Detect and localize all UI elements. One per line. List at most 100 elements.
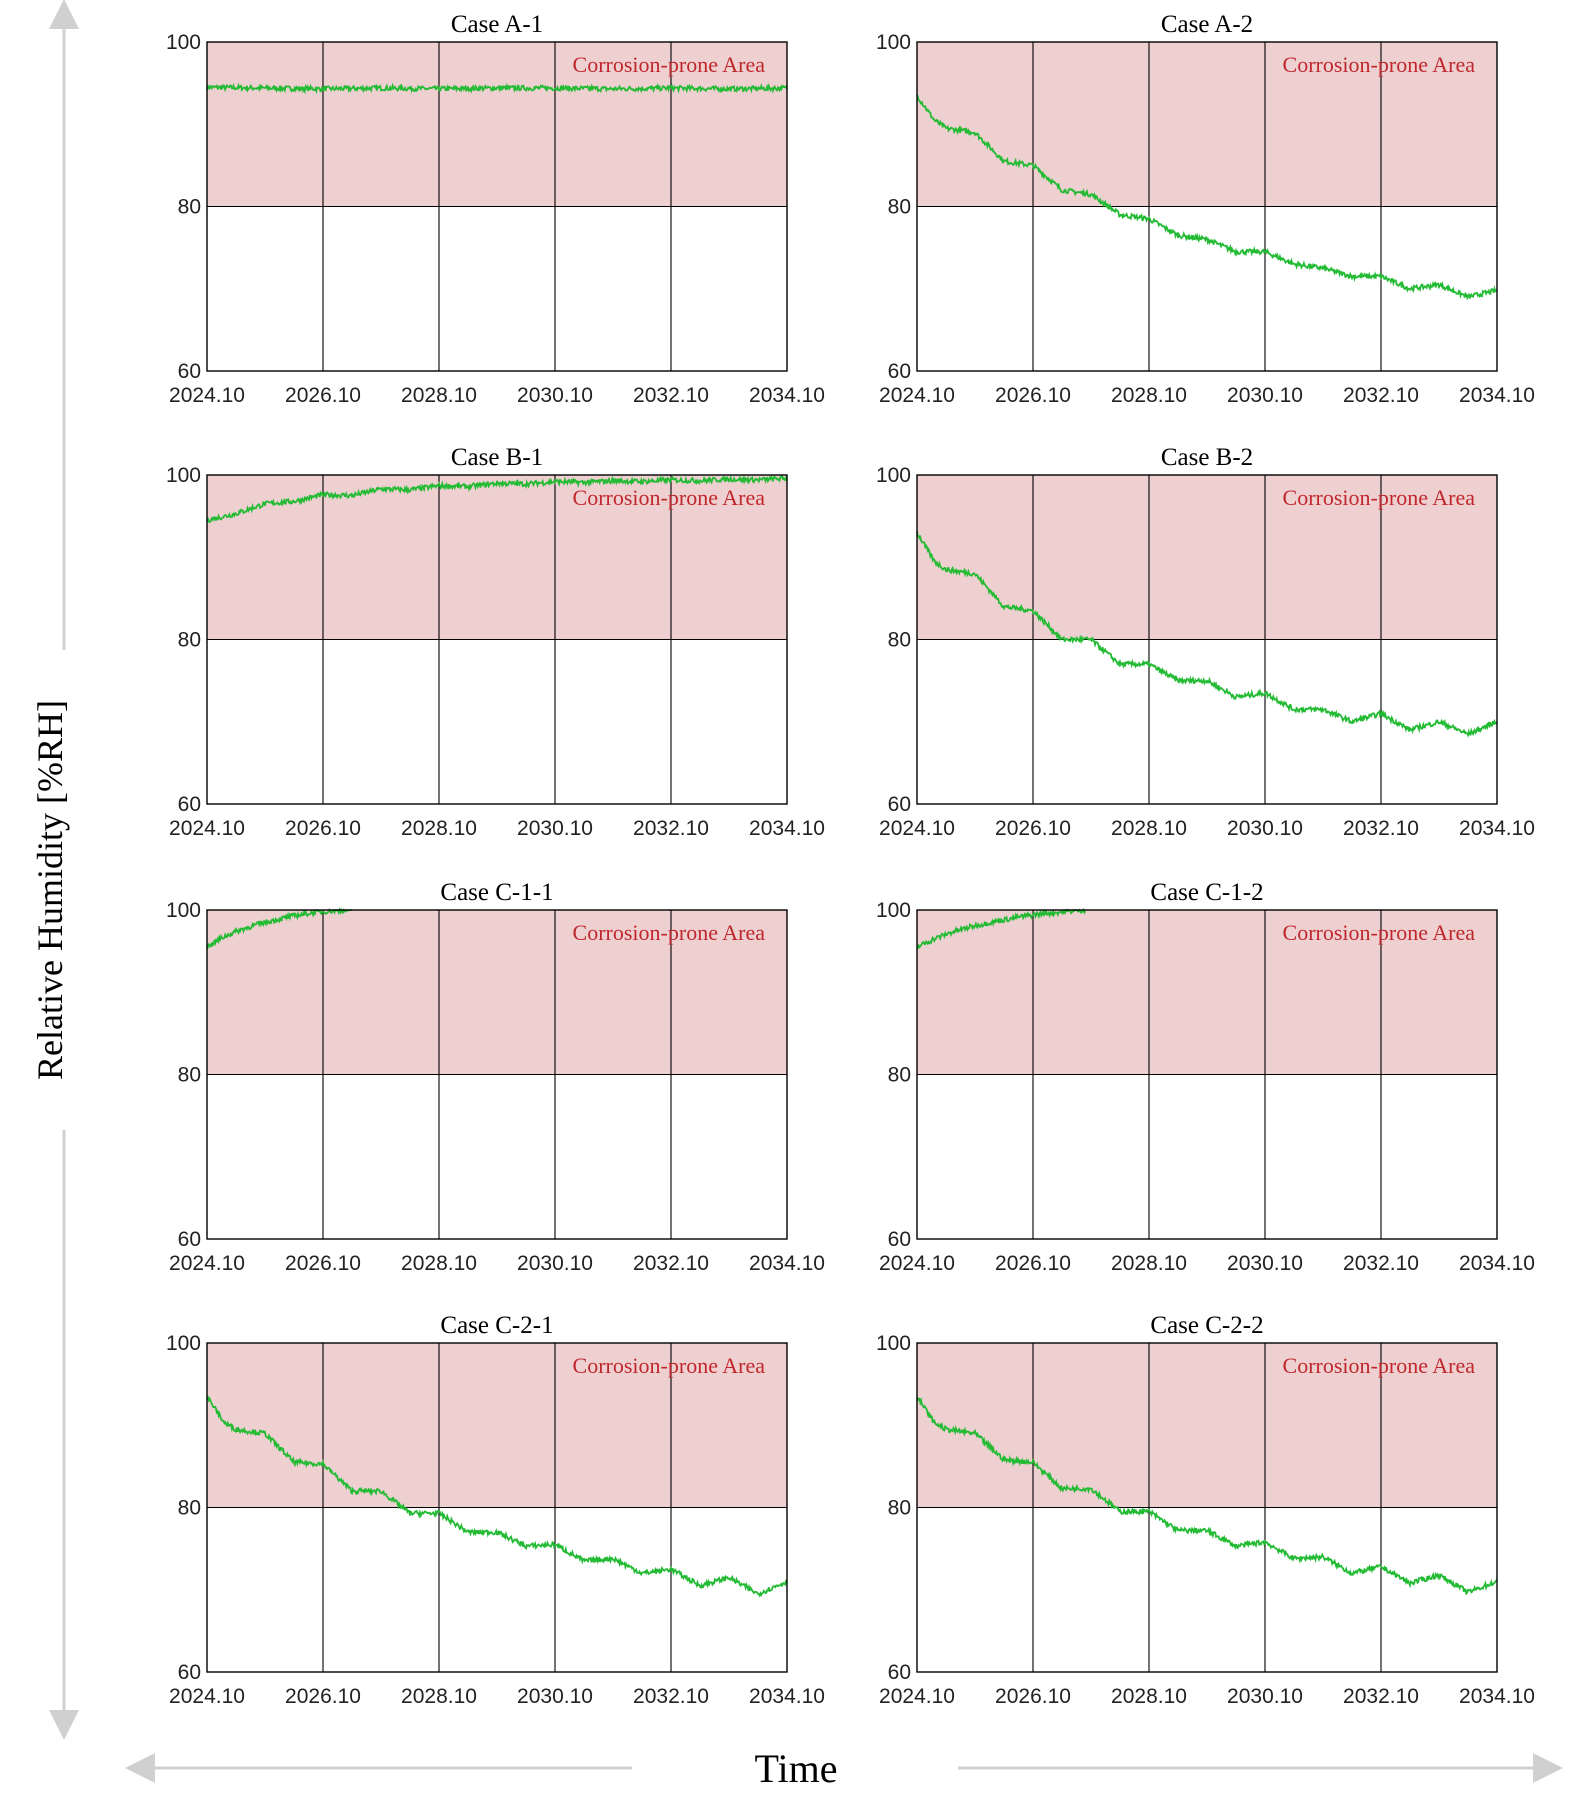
x-tick-label: 2034.10 <box>1459 1685 1535 1708</box>
y-tick-label: 80 <box>888 196 911 219</box>
panel-title: Case C-2-2 <box>1150 1312 1263 1339</box>
x-tick-label: 2024.10 <box>879 817 955 840</box>
plot-frame <box>206 474 788 805</box>
x-tick-label: 2028.10 <box>1111 1685 1187 1708</box>
x-tick-label: 2030.10 <box>1227 384 1303 407</box>
y-tick-label: 80 <box>178 1064 201 1087</box>
panel-title: Case B-1 <box>451 444 543 471</box>
y-tick-label: 80 <box>888 1497 911 1520</box>
x-tick-label: 2026.10 <box>995 817 1071 840</box>
x-tick-label: 2030.10 <box>517 1252 593 1275</box>
corrosion-zone <box>917 42 1497 207</box>
x-tick-label: 2024.10 <box>169 1685 245 1708</box>
y-tick-label: 100 <box>876 464 911 487</box>
y-tick-label: 60 <box>888 360 911 383</box>
x-tick-label: 2030.10 <box>1227 817 1303 840</box>
plot-frame <box>206 41 788 372</box>
x-tick-label: 2034.10 <box>749 384 825 407</box>
rh-series-line <box>916 531 1498 738</box>
x-tick-label: 2034.10 <box>749 817 825 840</box>
x-tick-label: 2028.10 <box>401 817 477 840</box>
chart-panel-1: Case A-1 Corrosion-prone Area 60 80 100 2024.… <box>166 11 825 407</box>
rh-series-line <box>206 1395 788 1598</box>
chart-panel-6: Case C-1-2 Corrosion-prone Area 60 80 100 202… <box>876 879 1535 1275</box>
x-tick-label: 2026.10 <box>995 1685 1071 1708</box>
corrosion-zone <box>207 42 787 207</box>
rh-series-line <box>206 474 788 524</box>
plot-frame <box>916 41 1498 372</box>
rh-series-line <box>206 82 788 95</box>
x-tick-label: 2024.10 <box>879 384 955 407</box>
y-tick-label: 100 <box>876 1332 911 1355</box>
x-tick-label: 2026.10 <box>285 1685 361 1708</box>
panel-title: Case C-1-2 <box>1150 879 1263 906</box>
y-tick-label: 80 <box>888 629 911 652</box>
zone-label: Corrosion-prone Area <box>1283 1353 1476 1378</box>
y-tick-label: 100 <box>166 31 201 54</box>
x-tick-label: 2028.10 <box>401 384 477 407</box>
x-tick-label: 2032.10 <box>633 384 709 407</box>
x-tick-label: 2032.10 <box>1343 1685 1419 1708</box>
x-tick-label: 2034.10 <box>749 1252 825 1275</box>
zone-label: Corrosion-prone Area <box>573 485 766 510</box>
x-axis-label: Time <box>754 1746 837 1791</box>
x-tick-label: 2024.10 <box>169 817 245 840</box>
x-tick-label: 2024.10 <box>169 384 245 407</box>
x-tick-label: 2024.10 <box>169 1252 245 1275</box>
zone-label: Corrosion-prone Area <box>573 920 766 945</box>
plot-frame <box>916 474 1498 805</box>
corrosion-zone <box>207 910 787 1075</box>
y-tick-label: 100 <box>166 899 201 922</box>
x-tick-label: 2024.10 <box>879 1685 955 1708</box>
panels: Case A-1 Corrosion-prone Area 60 80 100 2024.… <box>166 11 1535 1708</box>
x-tick-label: 2026.10 <box>285 817 361 840</box>
y-tick-label: 60 <box>178 1661 201 1684</box>
y-tick-label: 80 <box>178 196 201 219</box>
corrosion-zone <box>917 910 1497 1075</box>
x-tick-label: 2026.10 <box>995 384 1071 407</box>
x-tick-label: 2030.10 <box>1227 1685 1303 1708</box>
plot-frame <box>916 909 1498 1240</box>
x-tick-label: 2032.10 <box>633 1685 709 1708</box>
x-tick-label: 2026.10 <box>995 1252 1071 1275</box>
plot-frame <box>916 1342 1498 1673</box>
x-tick-label: 2034.10 <box>749 1685 825 1708</box>
y-tick-label: 100 <box>166 464 201 487</box>
zone-label: Corrosion-prone Area <box>573 1353 766 1378</box>
rh-series-line <box>916 907 1087 950</box>
rh-series-line <box>916 94 1498 301</box>
zone-label: Corrosion-prone Area <box>573 52 766 77</box>
rh-series-line <box>916 1397 1498 1596</box>
y-tick-label: 100 <box>876 31 911 54</box>
chart-panel-3: Case B-1 Corrosion-prone Area 60 80 100 2024.… <box>166 444 825 840</box>
corrosion-zone <box>917 1343 1497 1508</box>
rh-series-line <box>206 907 352 950</box>
x-tick-label: 2034.10 <box>1459 817 1535 840</box>
chart-panel-2: Case A-2 Corrosion-prone Area 60 80 100 2024.… <box>876 11 1535 407</box>
zone-label: Corrosion-prone Area <box>1283 920 1476 945</box>
y-tick-label: 60 <box>178 793 201 816</box>
plot-frame <box>206 909 788 1240</box>
panel-title: Case C-1-1 <box>440 879 553 906</box>
y-tick-label: 80 <box>178 629 201 652</box>
x-tick-label: 2028.10 <box>1111 817 1187 840</box>
y-tick-label: 100 <box>876 899 911 922</box>
y-tick-label: 80 <box>888 1064 911 1087</box>
y-tick-label: 60 <box>888 793 911 816</box>
x-tick-label: 2028.10 <box>401 1685 477 1708</box>
chart-panel-7: Case C-2-1 Corrosion-prone Area 60 80 100 202… <box>166 1312 825 1708</box>
panel-title: Case A-1 <box>451 11 543 38</box>
panel-title: Case A-2 <box>1161 11 1253 38</box>
x-tick-label: 2026.10 <box>285 1252 361 1275</box>
x-tick-label: 2034.10 <box>1459 1252 1535 1275</box>
chart-panel-8: Case C-2-2 Corrosion-prone Area 60 80 100 202… <box>876 1312 1535 1708</box>
plot-frame <box>206 1342 788 1673</box>
panel-title: Case B-2 <box>1161 444 1253 471</box>
x-tick-label: 2032.10 <box>633 1252 709 1275</box>
x-tick-label: 2032.10 <box>1343 1252 1419 1275</box>
x-tick-label: 2030.10 <box>517 817 593 840</box>
x-tick-label: 2030.10 <box>517 384 593 407</box>
y-axis-label: Relative Humidity [%RH] <box>30 700 70 1080</box>
x-tick-label: 2028.10 <box>1111 384 1187 407</box>
